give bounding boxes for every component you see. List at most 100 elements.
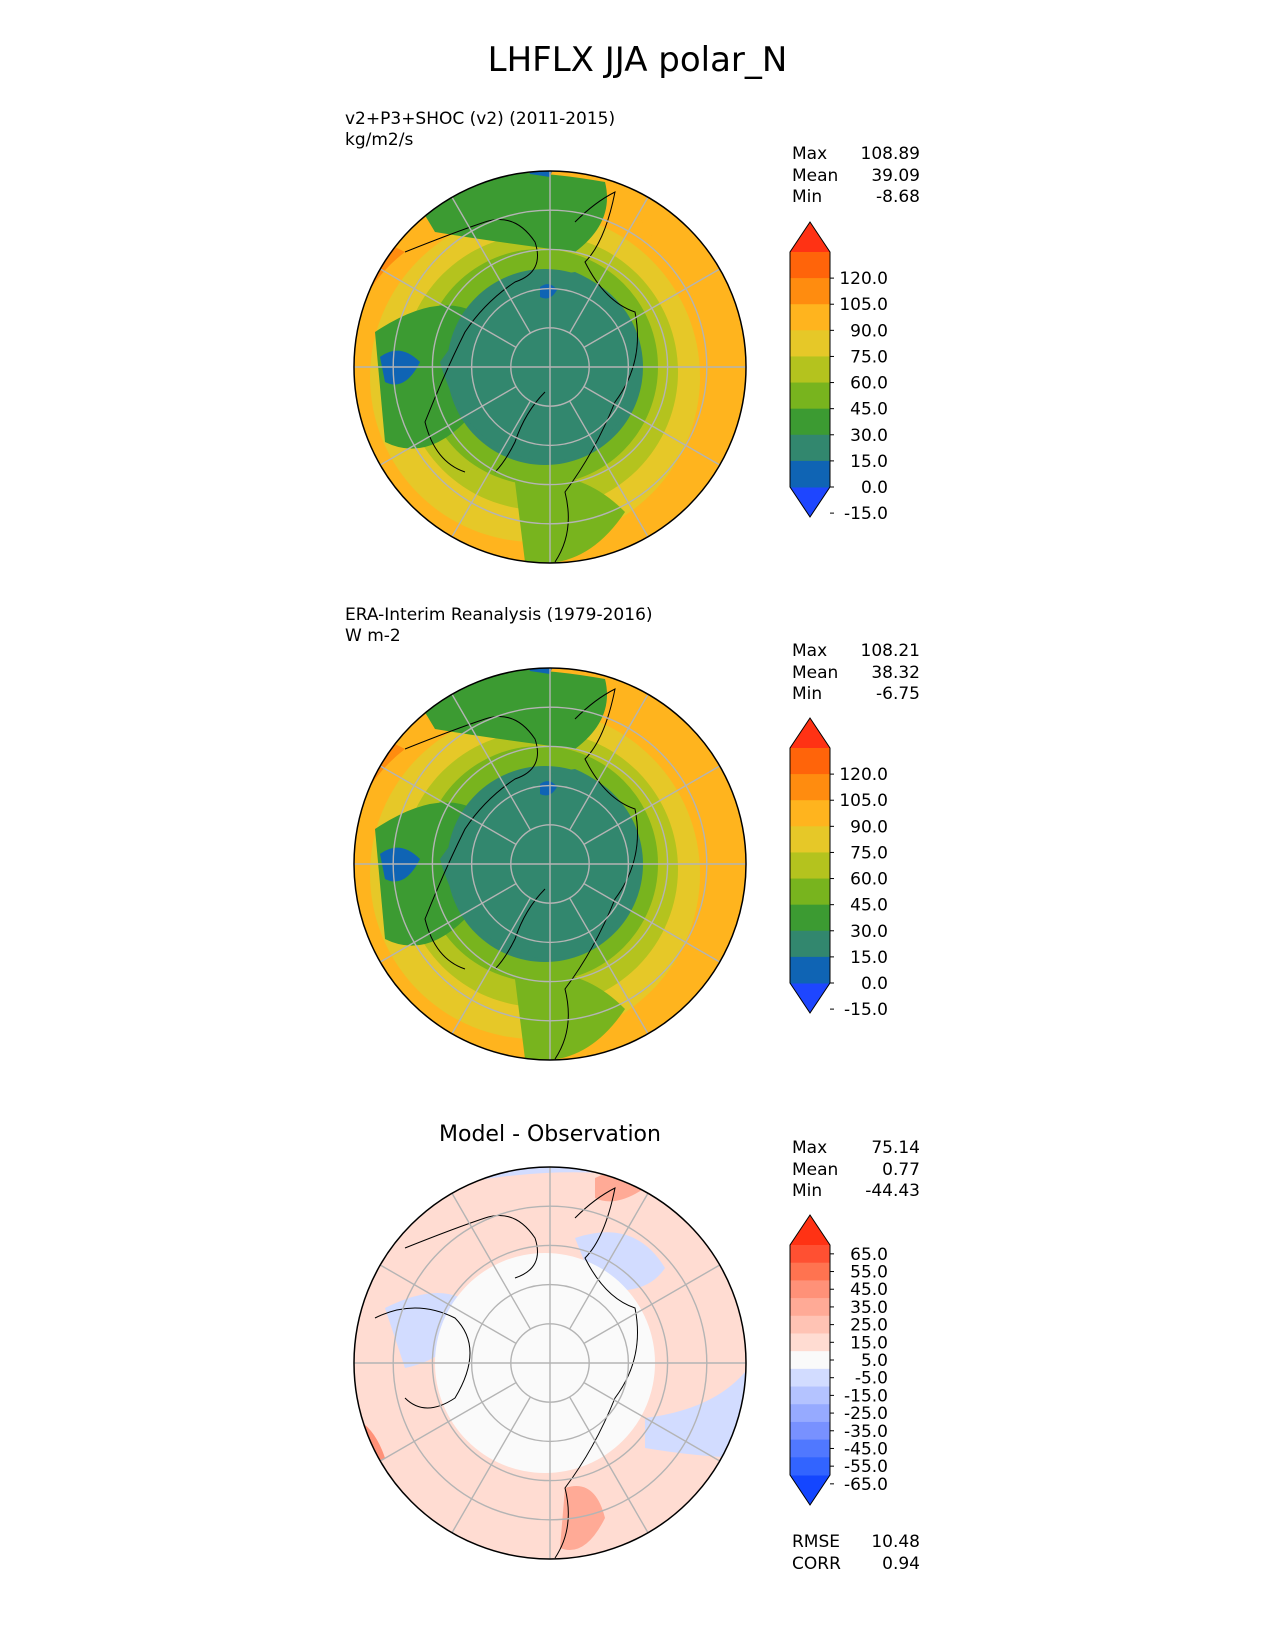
diff-red-3 (560, 1486, 605, 1550)
meridian-line (568, 693, 649, 831)
meridian-line (451, 196, 532, 334)
colorbar-outline (789, 1214, 831, 1506)
meridian-line (379, 882, 517, 963)
colorbar-box (790, 1386, 830, 1405)
map-field (354, 171, 746, 563)
meridian-line (379, 1381, 517, 1462)
colorbar-tick-label: 15.0 (850, 452, 888, 472)
colorbar-tick-label: 30.0 (850, 426, 888, 446)
panel1-title-line1: v2+P3+SHOC (v2) (2011-2015) (345, 109, 616, 129)
panel2-polar-map (353, 667, 747, 1061)
colorbar-box (790, 800, 830, 827)
colorbar-box (790, 904, 830, 932)
panel3-polar-map (353, 1166, 747, 1560)
meridian-line (583, 882, 721, 963)
colorbar-extend-top (790, 718, 830, 748)
colorbar-box (790, 1404, 830, 1423)
stat-mean: Mean 38.32 (792, 662, 920, 683)
colorbar-tick-label: 65.0 (850, 1245, 888, 1265)
colorbar-box (790, 1315, 830, 1334)
colorbar-tick-label: -15.0 (844, 1000, 888, 1020)
panel2-title: ERA-Interim Reanalysis (1979-2016) W m-2 (345, 605, 653, 647)
colorbar-box (790, 852, 830, 880)
panel3-metrics: RMSE 10.48 CORR 0.94 (792, 1532, 920, 1575)
map-field (354, 1167, 746, 1559)
stat-max: Max 75.14 (792, 1138, 920, 1158)
colorbar-box (790, 1439, 830, 1458)
colorbar-tick-label: -45.0 (844, 1439, 888, 1459)
coastline-2 (554, 191, 638, 563)
colorbar-tick-label: 60.0 (850, 374, 888, 394)
meridian-line (451, 1396, 532, 1534)
coastline-3 (554, 1187, 638, 1559)
colorbar-tick-label: 45.0 (850, 1280, 888, 1300)
colorbar-tick-label: -5.0 (855, 1369, 888, 1389)
panel2-stats: Max 108.21 Mean 38.32 Min -6.75 (792, 641, 920, 706)
field-land-south (515, 973, 625, 1060)
coastline-1 (404, 219, 538, 473)
panel1-title: v2+P3+SHOC (v2) (2011-2015) kg/m2/s (345, 109, 615, 151)
colorbar-box (790, 460, 830, 488)
figure-title: LHFLX JJA polar_N (487, 40, 788, 80)
coastline-1 (374, 1307, 471, 1409)
colorbar-box (790, 278, 830, 305)
panel1-polar-map (353, 170, 747, 564)
stat-mean: Mean 39.09 (792, 165, 920, 186)
stat-min: Min -8.68 (792, 187, 920, 207)
colorbar-tick-label: 5.0 (861, 1351, 888, 1371)
colorbar-box (790, 930, 830, 958)
colorbar-box (790, 330, 830, 357)
meridian-line (568, 196, 649, 334)
meridian-line (451, 1192, 532, 1330)
panel3-title: Model - Observation (439, 1122, 661, 1147)
colorbar-tick-label: -35.0 (844, 1422, 888, 1442)
panel1-units: kg/m2/s (345, 130, 414, 150)
colorbar-tick-label: 0.0 (861, 478, 888, 498)
metric-corr: CORR 0.94 (792, 1553, 920, 1574)
meridian-line (379, 765, 517, 846)
colorbar-tick-label: 120.0 (839, 765, 888, 785)
meridian-line (583, 385, 721, 466)
colorbar-box (790, 1298, 830, 1317)
meridian-line (568, 1192, 649, 1330)
colorbar-tick-label: 45.0 (850, 400, 888, 420)
colorbar-box (790, 1280, 830, 1299)
meridian-line (379, 1264, 517, 1345)
colorbar-box (790, 1262, 830, 1281)
colorbar-extend-bottom (790, 1475, 830, 1505)
panel2-title-line1: ERA-Interim Reanalysis (1979-2016) (345, 605, 653, 625)
colorbar-tick-label: 105.0 (839, 791, 888, 811)
colorbar-tick-label: -25.0 (844, 1404, 888, 1424)
meridian-line (568, 400, 649, 538)
stat-max: Max 108.89 (792, 144, 920, 164)
colorbar-tick-label: 45.0 (850, 896, 888, 916)
colorbar-box (790, 878, 830, 906)
colorbar-tick-label: 60.0 (850, 870, 888, 890)
colorbar-tick-label: -65.0 (844, 1475, 888, 1495)
colorbar-tick-label: 0.0 (861, 974, 888, 994)
colorbar-box (790, 1457, 830, 1476)
colorbar-tick-label: 25.0 (850, 1316, 888, 1336)
meridian-line (451, 400, 532, 538)
stat-min: Min -6.75 (792, 684, 920, 704)
panel1-stats: Max 108.89 Mean 39.09 Min -8.68 (792, 144, 920, 209)
colorbar-tick-label: 105.0 (839, 295, 888, 315)
coastline-3 (494, 391, 546, 473)
colorbar-tick-label: -55.0 (844, 1457, 888, 1477)
field-spot-2 (525, 668, 555, 674)
coastline-3 (494, 888, 546, 970)
panel3-stats: Max 75.14 Mean 0.77 Min -44.43 (792, 1138, 920, 1203)
field-land-south (515, 476, 625, 563)
panel3-colorbar: 65.055.045.035.025.015.05.0-5.0-15.0-25.… (789, 1214, 888, 1506)
panel2-units: W m-2 (345, 626, 401, 646)
colorbar-tick-label: 15.0 (850, 948, 888, 968)
meridian-line (451, 897, 532, 1035)
meridian-line (379, 385, 517, 466)
colorbar-box (790, 1421, 830, 1441)
colorbar-tick-label: 90.0 (850, 817, 888, 837)
colorbar-tick-label: 90.0 (850, 321, 888, 341)
colorbar-box (790, 774, 830, 801)
map-boundary (353, 170, 747, 564)
colorbar-extend-top (790, 222, 830, 252)
colorbar-extend-bottom (790, 983, 830, 1013)
